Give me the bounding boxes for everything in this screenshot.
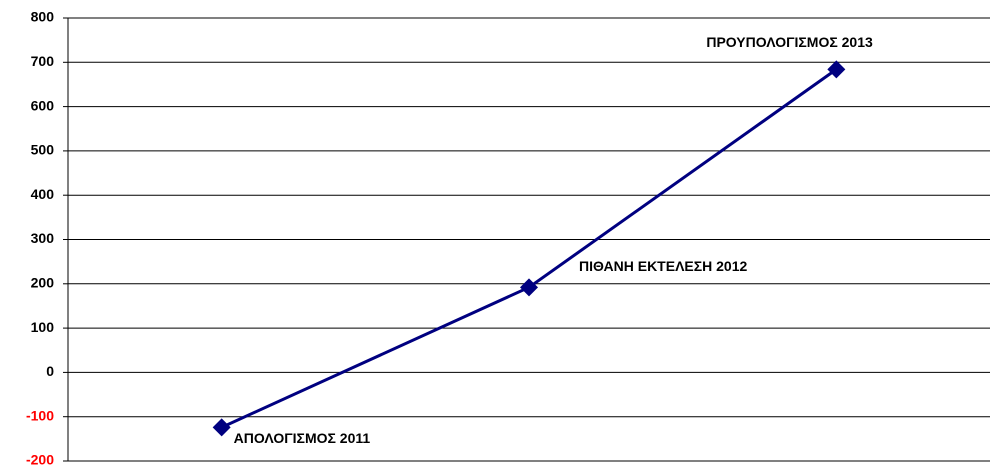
point-label: ΠΡΟΥΠΟΛΟΓΙΣΜΟΣ 2013 (706, 34, 873, 50)
point-label: ΠΙΘΑΝΗ ΕΚΤΕΛΕΣΗ 2012 (579, 258, 748, 274)
y-tick-label: 600 (31, 97, 55, 113)
point-label: ΑΠΟΛΟΓΙΣΜΟΣ 2011 (234, 430, 371, 446)
line (221, 68, 838, 429)
y-tick-label: 500 (31, 142, 55, 158)
y-tick-label: 800 (31, 9, 55, 25)
y-tick-label: -200 (26, 452, 54, 468)
y-tick-label: 100 (31, 319, 55, 335)
marker (827, 60, 846, 79)
y-tick-label: 300 (31, 230, 55, 246)
y-tick-label: 700 (31, 53, 55, 69)
y-tick-label: 0 (46, 363, 54, 379)
y-tick-label: 200 (31, 275, 55, 291)
marker (520, 278, 538, 297)
marker (212, 418, 231, 437)
y-tick-label: -100 (26, 407, 54, 423)
y-tick-label: 400 (31, 186, 55, 202)
